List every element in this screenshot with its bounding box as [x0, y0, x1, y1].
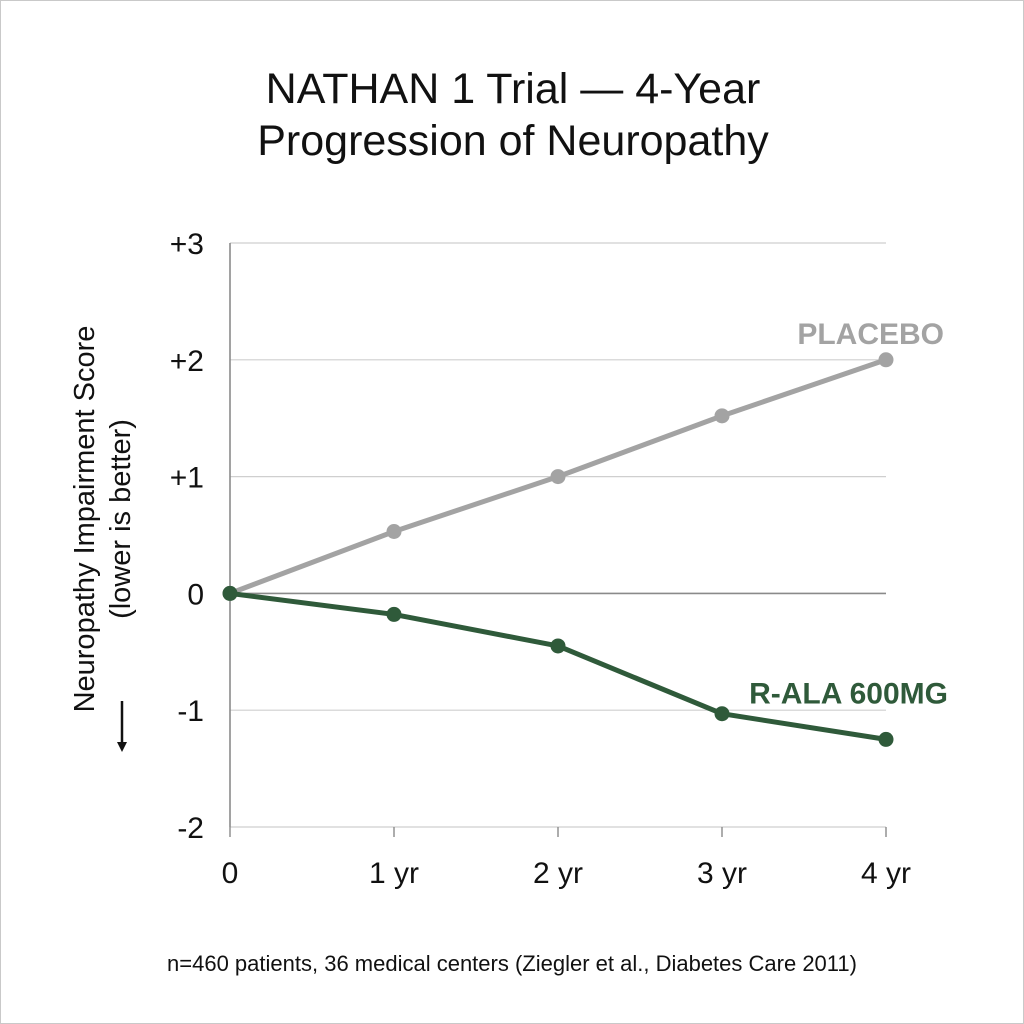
footnote: n=460 patients, 36 medical centers (Zieg…	[167, 951, 857, 976]
chart-title: NATHAN 1 Trial — 4-Year Progression of N…	[113, 63, 913, 167]
data-point-r-ala-600mg-1	[386, 606, 402, 622]
data-point-r-ala-600mg-0	[222, 585, 238, 601]
chart-title-line-2: Progression of Neuropathy	[257, 117, 769, 165]
data-point-placebo-2	[550, 469, 566, 485]
series-label-r-ala-600mg: R-ALA 600MG	[749, 677, 948, 710]
y-tick-label-1: +2	[170, 345, 204, 378]
data-point-r-ala-600mg-4	[878, 731, 894, 747]
x-tick-label-0: 0	[222, 857, 239, 890]
data-point-r-ala-600mg-3	[714, 706, 730, 722]
y-tick-label-5: -2	[177, 812, 204, 845]
y-tick-label-2: +1	[170, 462, 204, 495]
x-tick-label-4: 4 yr	[861, 857, 911, 890]
data-point-placebo-1	[386, 523, 402, 539]
y-tick-label-0: +3	[170, 228, 204, 261]
y-tick-label-3: 0	[187, 578, 204, 611]
data-point-placebo-3	[714, 408, 730, 424]
series-line-r-ala-600mg	[227, 590, 889, 742]
x-tick-label-3: 3 yr	[697, 857, 747, 890]
data-point-placebo-4	[878, 352, 894, 368]
series-label-placebo: PLACEBO	[797, 318, 944, 351]
data-point-r-ala-600mg-2	[550, 638, 566, 654]
x-tick-label-2: 2 yr	[533, 857, 583, 890]
y-tick-label-4: -1	[177, 695, 204, 728]
x-tick-label-1: 1 yr	[369, 857, 419, 890]
chart-title-line-1: NATHAN 1 Trial — 4-Year	[265, 65, 761, 113]
